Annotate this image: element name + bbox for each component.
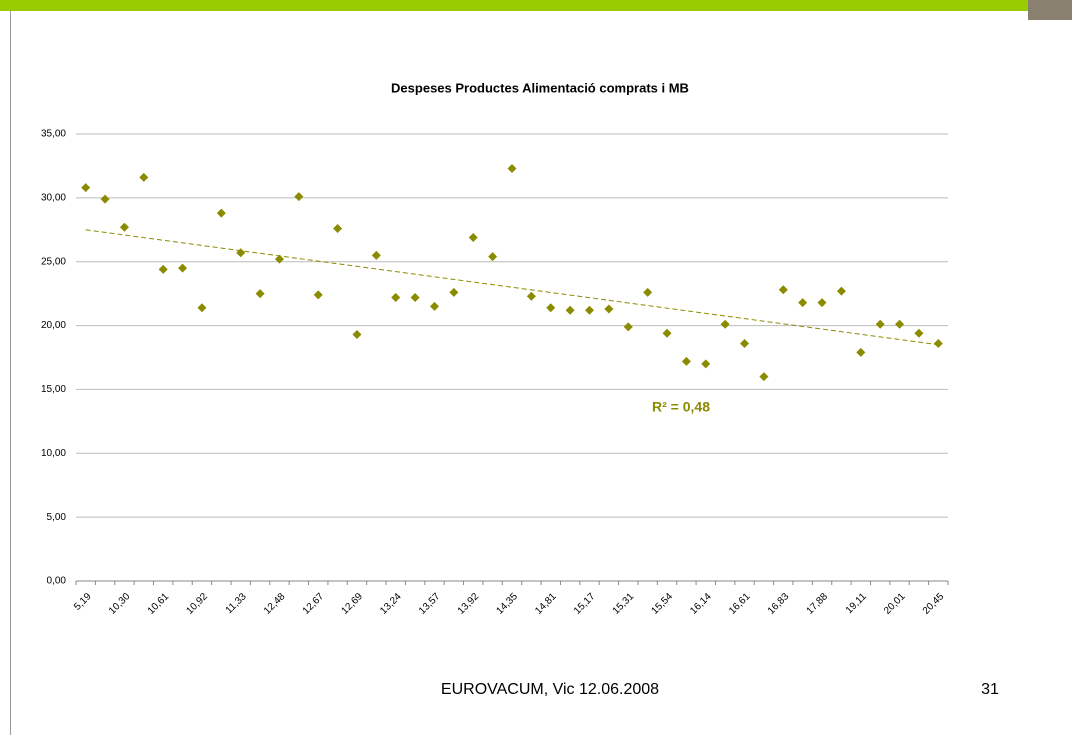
x-tick-label: 13,24	[378, 591, 404, 617]
x-tick-label: 15,54	[650, 591, 676, 617]
chart-title: Despeses Productes Alimentació comprats …	[391, 80, 689, 95]
data-point	[740, 339, 749, 348]
data-point	[101, 195, 110, 204]
data-point	[527, 292, 536, 301]
x-tick-label: 12,67	[301, 591, 327, 617]
data-point	[895, 320, 904, 329]
y-tick-label: 5,00	[47, 512, 67, 523]
data-point	[314, 290, 323, 299]
y-tick-label: 35,00	[41, 129, 66, 140]
y-tick-label: 0,00	[47, 576, 67, 587]
data-point	[759, 372, 768, 381]
data-point	[352, 330, 361, 339]
x-tick-label: 15,31	[611, 591, 637, 617]
data-point	[585, 306, 594, 315]
x-tick-label: 15,17	[572, 591, 598, 617]
x-tick-label: 16,14	[688, 591, 714, 617]
data-point	[256, 289, 265, 298]
data-point	[488, 252, 497, 261]
x-tick-label: 10,92	[184, 591, 210, 617]
x-tick-label: 5,19	[72, 591, 94, 613]
y-tick-label: 10,00	[41, 448, 66, 459]
data-point	[159, 265, 168, 274]
footer: EUROVACUM, Vic 12.06.2008	[441, 681, 659, 698]
data-point	[701, 359, 710, 368]
x-tick-label: 12,69	[339, 591, 365, 617]
data-point	[798, 298, 807, 307]
data-point	[934, 339, 943, 348]
x-tick-label: 14,81	[533, 591, 559, 617]
y-tick-label: 25,00	[41, 256, 66, 267]
data-point	[449, 288, 458, 297]
data-point	[236, 248, 245, 257]
data-point	[411, 293, 420, 302]
data-point	[139, 173, 148, 182]
data-point	[508, 164, 517, 173]
x-tick-label: 17,88	[805, 591, 831, 617]
data-point	[469, 233, 478, 242]
x-tick-label: 11,33	[224, 591, 249, 616]
data-point	[604, 304, 613, 313]
data-point	[333, 224, 342, 233]
data-point	[779, 285, 788, 294]
data-point	[217, 209, 226, 218]
trendline	[86, 230, 939, 345]
data-point	[682, 357, 691, 366]
x-tick-label: 20,01	[882, 591, 908, 617]
data-point	[81, 183, 90, 192]
data-point	[876, 320, 885, 329]
y-tick-label: 15,00	[41, 384, 66, 395]
data-point	[721, 320, 730, 329]
data-point	[818, 298, 827, 307]
slide: Despeses Productes Alimentació comprats …	[0, 0, 1072, 735]
data-point	[856, 348, 865, 357]
x-tick-label: 20,45	[921, 591, 947, 617]
x-tick-label: 19,11	[844, 591, 869, 616]
data-point	[120, 223, 129, 232]
data-point	[546, 303, 555, 312]
data-point	[391, 293, 400, 302]
x-tick-label: 16,61	[727, 591, 753, 617]
data-point	[178, 264, 187, 273]
data-point	[624, 322, 633, 331]
x-tick-label: 10,61	[146, 591, 172, 617]
y-tick-label: 20,00	[41, 320, 66, 331]
x-tick-label: 13,92	[456, 591, 482, 617]
r-squared-label: R² = 0,48	[652, 399, 710, 415]
data-point	[566, 306, 575, 315]
corner-image	[1028, 0, 1072, 20]
data-point	[372, 251, 381, 260]
data-point	[837, 287, 846, 296]
data-point	[430, 302, 439, 311]
x-tick-label: 13,57	[417, 591, 443, 617]
x-tick-label: 12,48	[262, 591, 288, 617]
data-point	[663, 329, 672, 338]
y-tick-label: 30,00	[41, 192, 66, 203]
data-point	[294, 192, 303, 201]
x-tick-label: 10,30	[107, 591, 133, 617]
data-point	[643, 288, 652, 297]
x-tick-label: 14,35	[495, 591, 521, 617]
data-point	[197, 303, 206, 312]
top-bar	[0, 0, 1072, 11]
page-number: 31	[981, 681, 999, 698]
x-tick-label: 16,83	[766, 591, 792, 617]
data-point	[914, 329, 923, 338]
